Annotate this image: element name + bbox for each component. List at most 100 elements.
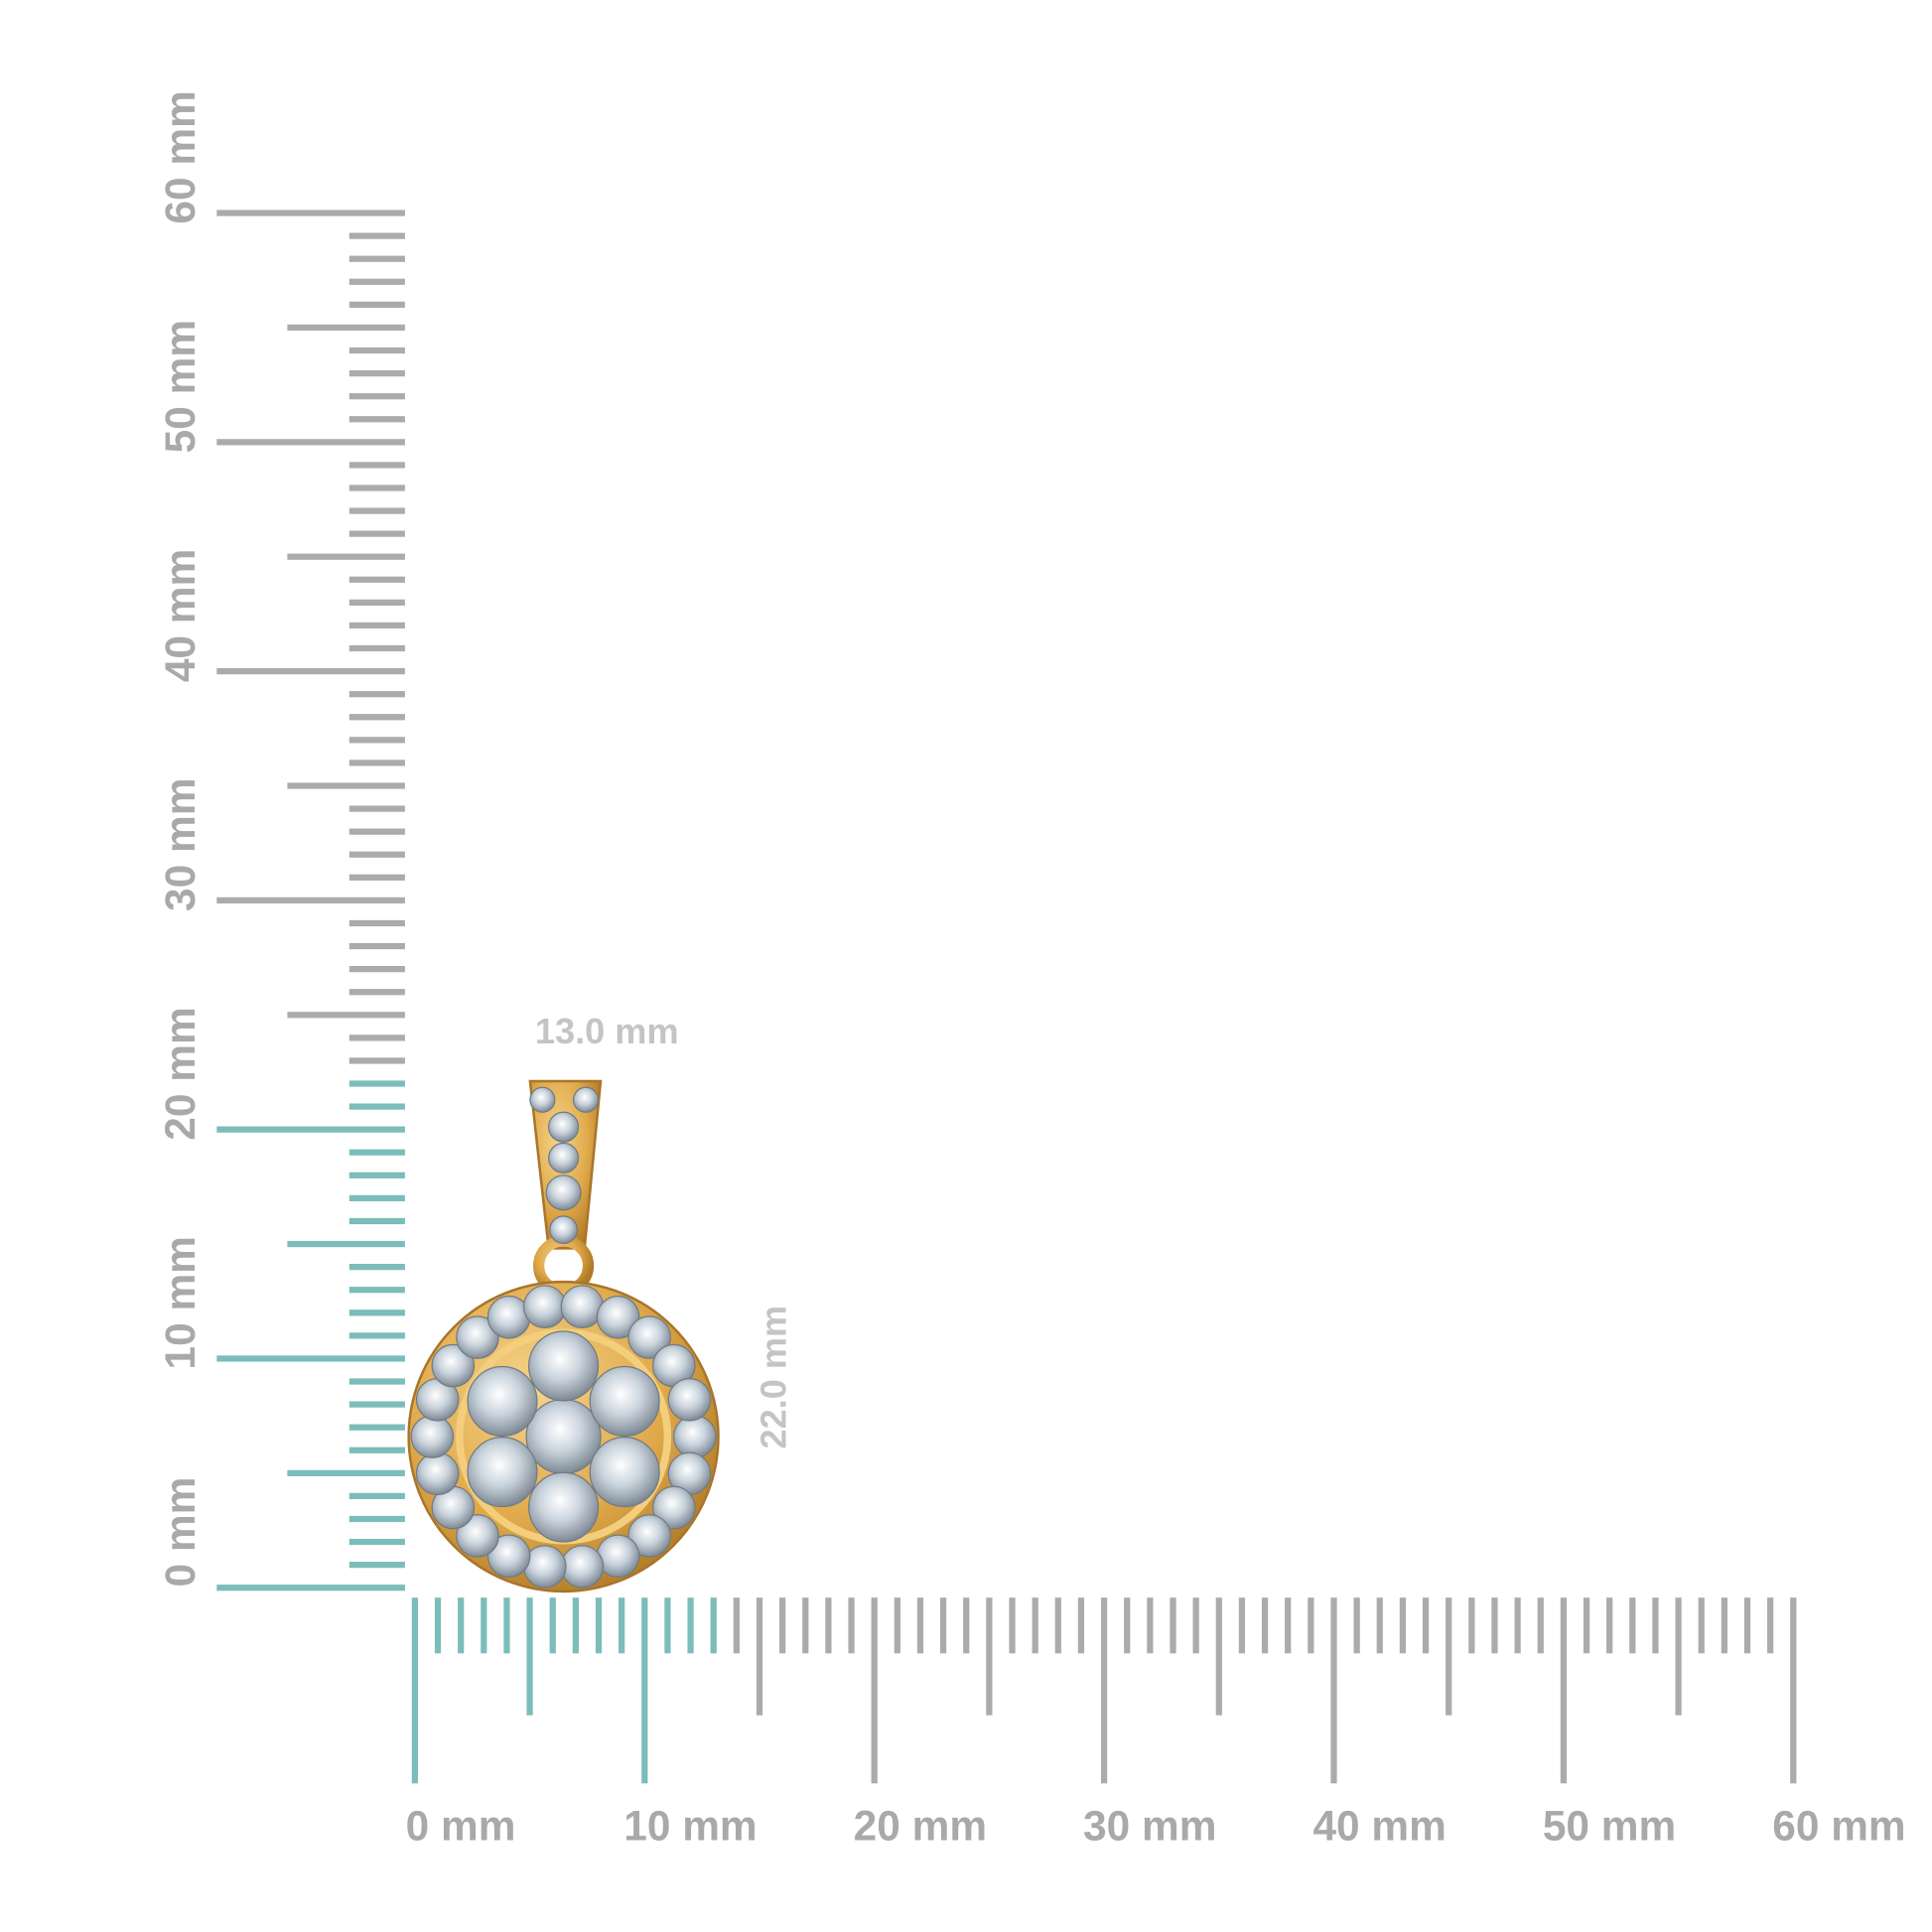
x-ruler-tick bbox=[481, 1597, 487, 1654]
x-ruler-tick bbox=[1560, 1597, 1568, 1784]
y-ruler-tick bbox=[216, 667, 405, 675]
x-ruler-tick bbox=[939, 1597, 947, 1654]
x-ruler-tick bbox=[434, 1597, 442, 1654]
y-ruler-tick bbox=[348, 919, 405, 927]
x-ruler-tick bbox=[1675, 1597, 1682, 1716]
y-ruler-tick bbox=[348, 1492, 405, 1500]
y-ruler-tick bbox=[348, 828, 405, 835]
y-ruler-tick bbox=[287, 1240, 405, 1248]
y-ruler-tick bbox=[348, 759, 405, 766]
x-ruler-tick bbox=[1330, 1597, 1337, 1784]
x-ruler-tick bbox=[1583, 1597, 1590, 1654]
y-ruler-tick bbox=[348, 301, 405, 308]
y-ruler-tick bbox=[348, 484, 405, 491]
diamond bbox=[522, 1285, 567, 1328]
x-ruler-tick bbox=[894, 1597, 900, 1654]
x-ruler-tick bbox=[411, 1597, 419, 1784]
y-ruler-tick bbox=[348, 1538, 405, 1546]
y-ruler-tick bbox=[216, 897, 405, 904]
y-ruler-tick bbox=[348, 1310, 405, 1316]
y-ruler-label: 40 mm bbox=[157, 549, 204, 682]
y-ruler-tick bbox=[216, 1585, 405, 1591]
y-ruler-tick bbox=[348, 1287, 405, 1294]
diamond bbox=[431, 1343, 476, 1388]
y-ruler-tick bbox=[287, 1469, 405, 1476]
x-ruler-tick bbox=[1743, 1597, 1751, 1654]
x-ruler-tick bbox=[1399, 1597, 1407, 1654]
y-ruler-tick bbox=[348, 1401, 405, 1408]
diamond bbox=[547, 1111, 580, 1143]
y-ruler-tick bbox=[216, 209, 405, 216]
diamond bbox=[651, 1485, 696, 1530]
y-ruler-tick bbox=[287, 324, 405, 332]
x-ruler-tick bbox=[733, 1597, 740, 1654]
y-ruler-tick bbox=[348, 714, 405, 721]
x-ruler-tick bbox=[595, 1597, 603, 1654]
diamond bbox=[525, 1398, 602, 1475]
y-ruler-tick bbox=[348, 805, 405, 812]
y-ruler-label: 30 mm bbox=[157, 778, 204, 911]
x-ruler-tick bbox=[1353, 1597, 1360, 1654]
x-ruler-tick bbox=[756, 1597, 763, 1716]
x-ruler-tick bbox=[825, 1597, 832, 1654]
y-ruler-label: 20 mm bbox=[157, 1007, 204, 1140]
x-ruler-tick bbox=[1376, 1597, 1383, 1654]
x-ruler-tick bbox=[1537, 1597, 1544, 1654]
x-ruler-tick bbox=[1652, 1597, 1659, 1654]
y-ruler-tick bbox=[348, 1447, 405, 1453]
x-ruler-tick bbox=[1192, 1597, 1199, 1654]
y-ruler-tick bbox=[216, 439, 405, 446]
x-ruler-tick bbox=[1009, 1597, 1016, 1654]
x-ruler-tick bbox=[710, 1597, 717, 1654]
diamond bbox=[627, 1315, 672, 1359]
x-ruler-tick bbox=[802, 1597, 809, 1654]
pendant bbox=[407, 1079, 720, 1593]
y-ruler-tick bbox=[348, 621, 405, 629]
x-ruler-tick bbox=[1147, 1597, 1154, 1654]
y-ruler-tick bbox=[287, 1012, 405, 1019]
y-ruler-tick bbox=[348, 691, 405, 698]
x-ruler-tick bbox=[1422, 1597, 1430, 1654]
y-ruler-tick bbox=[348, 1057, 405, 1064]
x-ruler-tick bbox=[1468, 1597, 1475, 1654]
x-ruler-tick bbox=[963, 1597, 970, 1654]
diamond bbox=[528, 1471, 600, 1543]
y-ruler-tick bbox=[348, 346, 405, 354]
x-ruler-label: 60 mm bbox=[1772, 1803, 1905, 1850]
x-ruler-tick bbox=[572, 1597, 579, 1654]
diamond bbox=[596, 1295, 640, 1339]
y-ruler-tick bbox=[348, 255, 405, 262]
x-ruler-tick bbox=[687, 1597, 694, 1654]
y-ruler-tick bbox=[348, 942, 405, 950]
x-ruler-tick bbox=[1446, 1597, 1452, 1716]
y-ruler-tick bbox=[348, 576, 405, 583]
y-ruler-tick bbox=[348, 851, 405, 858]
x-ruler-tick bbox=[1767, 1597, 1774, 1654]
y-ruler-tick bbox=[348, 1264, 405, 1271]
x-ruler-tick bbox=[641, 1597, 648, 1784]
x-ruler-tick bbox=[1790, 1597, 1797, 1784]
diamond bbox=[456, 1514, 499, 1558]
diamond bbox=[667, 1377, 712, 1422]
x-ruler-tick bbox=[1261, 1597, 1269, 1654]
y-ruler-label: 10 mm bbox=[157, 1236, 204, 1369]
y-ruler-tick bbox=[348, 1515, 405, 1523]
x-ruler-tick bbox=[1077, 1597, 1085, 1654]
x-ruler-tick bbox=[1054, 1597, 1061, 1654]
x-ruler-tick bbox=[1124, 1597, 1131, 1654]
height-label: 22.0 mm bbox=[754, 1306, 794, 1449]
y-ruler-tick bbox=[348, 369, 405, 377]
y-ruler-tick bbox=[287, 782, 405, 789]
y-ruler-tick bbox=[348, 462, 405, 469]
diamond bbox=[672, 1415, 717, 1458]
y-ruler-label: 60 mm bbox=[157, 90, 204, 223]
x-ruler-tick bbox=[458, 1597, 465, 1654]
diamond bbox=[545, 1174, 582, 1211]
x-ruler-tick bbox=[549, 1597, 556, 1654]
diamond bbox=[547, 1142, 580, 1173]
y-ruler-tick bbox=[348, 507, 405, 514]
diamond bbox=[589, 1365, 660, 1438]
y-ruler-tick bbox=[348, 1149, 405, 1156]
x-ruler-tick bbox=[1514, 1597, 1521, 1654]
